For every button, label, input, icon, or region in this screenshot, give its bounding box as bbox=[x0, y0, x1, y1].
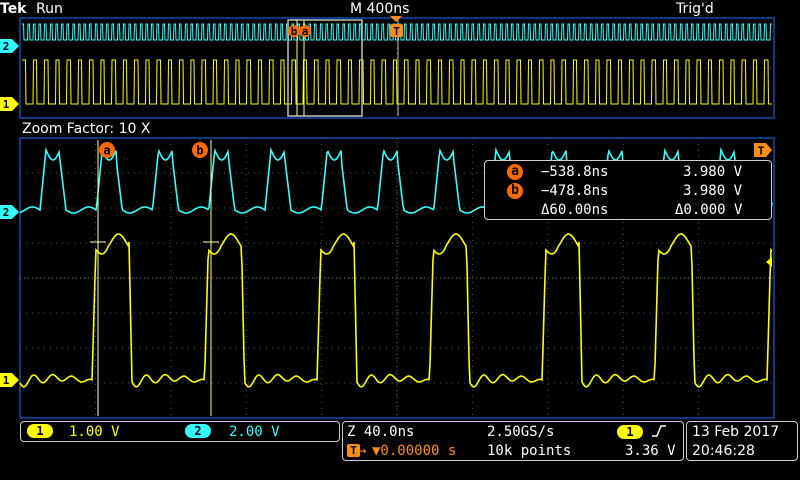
trigger-state: Trig'd bbox=[676, 1, 714, 17]
trigger-position-marker[interactable] bbox=[390, 16, 402, 22]
overview-trigger-label: T bbox=[393, 25, 400, 38]
overview-ch1-marker[interactable]: 1 bbox=[0, 96, 20, 115]
cursor-a-label: a bbox=[103, 144, 110, 158]
overview-ch2-marker[interactable]: 2 bbox=[0, 38, 20, 57]
time: 20:46:28 bbox=[692, 443, 755, 459]
zoom-ch1-trace bbox=[19, 233, 773, 388]
trigger-position-arrow: → bbox=[358, 443, 367, 459]
datetime-panel: 13 Feb 2017 20:46:28 bbox=[686, 421, 798, 461]
timebase-readout[interactable]: M 400ns bbox=[350, 1, 410, 17]
ch2-scale-badge[interactable]: 2 bbox=[185, 424, 211, 438]
cursor-a-badge: a bbox=[507, 164, 523, 180]
zoom-factor-label: Zoom Factor: 10 X bbox=[22, 121, 151, 137]
overview-cursor-b-marker[interactable] bbox=[288, 25, 300, 37]
svg-text:1: 1 bbox=[3, 98, 10, 111]
overview-cursor-b-label: b bbox=[291, 25, 298, 38]
cursor-b-voltage: 3.980 V bbox=[683, 183, 743, 199]
svg-text:2: 2 bbox=[3, 206, 10, 219]
trigger-position-badge: T bbox=[347, 444, 360, 457]
zoom-trigger-label: T bbox=[758, 145, 765, 158]
cursor-b-time: −478.8ns bbox=[541, 183, 609, 199]
cursor-a-marker[interactable] bbox=[99, 142, 115, 158]
trigger-source-badge[interactable]: 1 bbox=[617, 425, 643, 439]
svg-text:2: 2 bbox=[3, 40, 10, 53]
cursor-readout-panel[interactable]: a −538.8ns 3.980 V b −478.8ns 3.980 V Δ6… bbox=[484, 160, 772, 220]
zoom-grid bbox=[20, 138, 774, 418]
cursor-b-marker[interactable] bbox=[192, 142, 208, 158]
acquisition-panel[interactable]: Z 40.0ns 2.50GS/s 1 T → ▼0.00000 s 10k p… bbox=[342, 421, 684, 461]
ch2-scale[interactable]: 2.00 V bbox=[229, 424, 280, 440]
overview-ch1-trace bbox=[22, 59, 772, 105]
cursor-b-badge: b bbox=[507, 183, 523, 199]
date: 13 Feb 2017 bbox=[692, 424, 780, 440]
record-length: 10k points bbox=[487, 443, 572, 459]
cursor-a-time: −538.8ns bbox=[541, 164, 609, 180]
overview-cursor-a-label: a bbox=[302, 25, 309, 38]
zoom-trigger-marker[interactable] bbox=[754, 143, 772, 157]
cursor-b-readout: b bbox=[507, 182, 523, 199]
cursor-a-voltage: 3.980 V bbox=[683, 164, 743, 180]
cursor-a-readout: a bbox=[507, 163, 523, 180]
channel-scale-panel[interactable]: 1 1.00 V 2 2.00 V bbox=[20, 421, 340, 442]
trigger-level-arrow[interactable] bbox=[766, 257, 772, 267]
run-state: Run bbox=[36, 1, 63, 17]
trigger-level[interactable]: 3.36 V bbox=[625, 443, 676, 459]
delta-voltage: Δ0.000 V bbox=[675, 202, 743, 218]
ch1-scale-badge[interactable]: 1 bbox=[27, 424, 53, 438]
overview-ch2-trace bbox=[22, 23, 772, 41]
svg-text:1: 1 bbox=[3, 374, 10, 387]
zoom-timebase[interactable]: Z 40.0ns bbox=[347, 424, 415, 440]
zoom-ch2-marker[interactable]: 2 bbox=[0, 204, 20, 223]
overview-cursor-a-marker[interactable] bbox=[299, 25, 311, 37]
brand-logo: Tek bbox=[0, 1, 27, 17]
sample-rate: 2.50GS/s bbox=[487, 424, 555, 440]
trigger-position[interactable]: ▼0.00000 s bbox=[372, 443, 457, 459]
rising-edge-icon bbox=[652, 425, 666, 437]
zoom-window-box[interactable] bbox=[287, 19, 363, 117]
overview-display[interactable]: b a T bbox=[0, 16, 800, 120]
ch1-scale[interactable]: 1.00 V bbox=[69, 424, 120, 440]
delta-time: Δ60.00ns bbox=[541, 202, 609, 218]
cursor-b-label: b bbox=[196, 144, 203, 158]
zoom-ch1-marker[interactable]: 1 bbox=[0, 372, 20, 391]
